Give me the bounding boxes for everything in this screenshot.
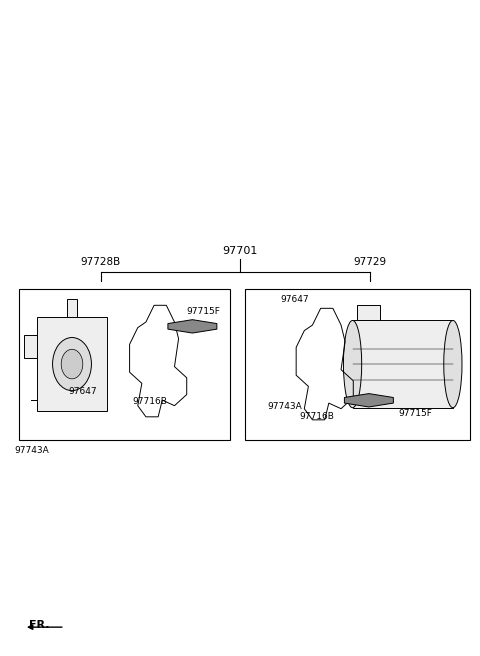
Text: 97715F: 97715F — [186, 307, 220, 316]
Bar — [357, 305, 380, 320]
Bar — [67, 299, 77, 317]
Ellipse shape — [343, 320, 361, 407]
Text: 97743A: 97743A — [267, 401, 302, 411]
Text: 97647: 97647 — [68, 386, 97, 396]
Text: 97716B: 97716B — [132, 398, 168, 406]
FancyBboxPatch shape — [245, 289, 470, 440]
Polygon shape — [344, 394, 394, 407]
Text: 97701: 97701 — [222, 246, 258, 256]
Text: 97729: 97729 — [353, 257, 386, 267]
Text: 97647: 97647 — [280, 295, 309, 304]
FancyBboxPatch shape — [19, 289, 230, 440]
Text: 97715F: 97715F — [398, 409, 432, 419]
Text: 97728B: 97728B — [81, 257, 121, 267]
Bar — [24, 335, 37, 358]
Circle shape — [53, 337, 91, 390]
Bar — [352, 320, 453, 407]
Ellipse shape — [444, 320, 462, 407]
Text: 97743A: 97743A — [14, 446, 49, 455]
Circle shape — [61, 349, 83, 379]
Bar — [37, 317, 107, 411]
Polygon shape — [168, 319, 217, 333]
Text: 97716B: 97716B — [300, 413, 335, 421]
Text: FR.: FR. — [29, 619, 49, 630]
